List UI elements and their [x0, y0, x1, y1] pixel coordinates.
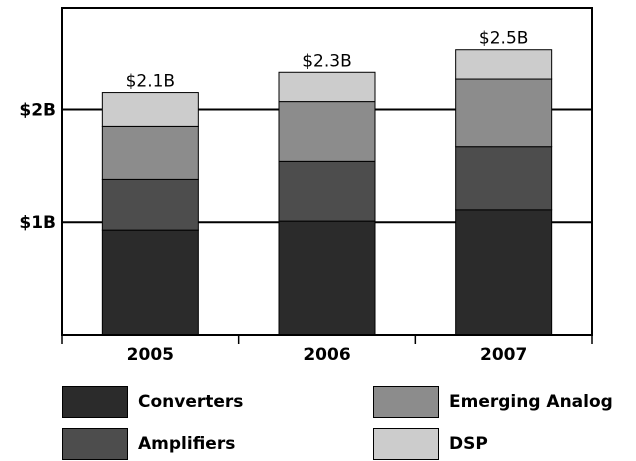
y-tick-label: $2B [19, 100, 56, 120]
bar-segment-dsp-2005 [101, 92, 199, 127]
bar-segment-converters-2006 [278, 220, 376, 336]
bars [101, 49, 553, 336]
plot-frame [61, 7, 593, 336]
bar-segment-dsp-2006 [278, 71, 376, 103]
bar-segment-dsp-2007 [455, 49, 553, 80]
bar-segment-emerging-analog-2005 [101, 125, 199, 180]
total-label: $2.5B [479, 29, 529, 49]
total-label: $2.3B [302, 51, 352, 71]
bar-segment-emerging-analog-2007 [455, 78, 553, 148]
x-tick-label: 2006 [303, 345, 350, 365]
bar-segment-amplifiers-2005 [101, 178, 199, 231]
bar-segment-emerging-analog-2006 [278, 101, 376, 162]
total-label: $2.1B [126, 72, 176, 92]
x-tick-label: 2005 [127, 345, 174, 365]
bar-segment-converters-2005 [101, 229, 199, 336]
labels: $1B $2B $2.1B 2005 $2.3B 2006 $2.5B 2007 [19, 29, 528, 365]
bar-segment-amplifiers-2007 [455, 146, 553, 211]
bar-segment-amplifiers-2006 [278, 160, 376, 222]
axes [61, 335, 593, 344]
y-tick-label: $1B [19, 213, 56, 233]
x-tick-label: 2007 [480, 345, 527, 365]
bar-segment-converters-2007 [455, 209, 553, 336]
